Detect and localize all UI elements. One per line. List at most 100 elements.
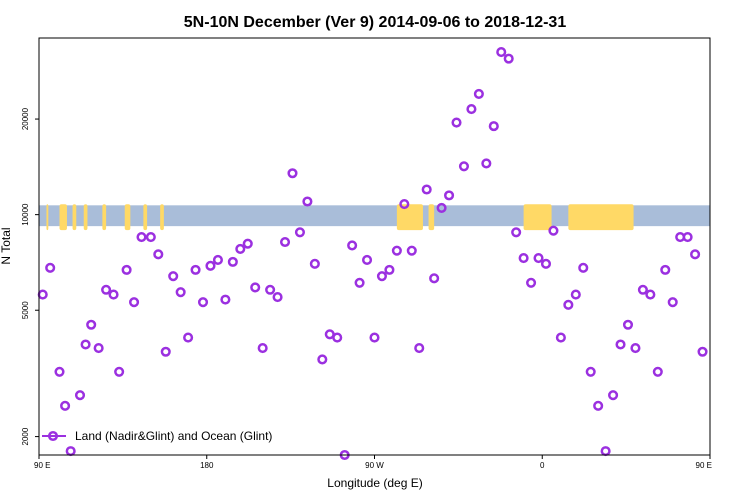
- data-point: [690, 249, 701, 260]
- data-point: [615, 339, 626, 350]
- data-point: [697, 346, 708, 357]
- data-point: [429, 273, 440, 284]
- data-point: [294, 227, 305, 238]
- data-point: [414, 343, 425, 354]
- data-point: [220, 294, 231, 305]
- land-segment: [72, 204, 77, 231]
- data-point: [80, 339, 91, 350]
- data-point: [227, 256, 238, 267]
- data-point: [593, 400, 604, 411]
- data-point: [399, 198, 410, 210]
- x-tick-label: 90 W: [365, 461, 384, 470]
- data-point: [160, 346, 171, 357]
- y-tick-label: 10000: [21, 203, 30, 226]
- x-axis-ticks: 90 E 180 90 W 0 90 E: [34, 455, 712, 470]
- data-point: [548, 225, 559, 236]
- data-point: [585, 366, 596, 377]
- data-point: [332, 332, 343, 343]
- data-point: [637, 284, 648, 295]
- data-point: [197, 297, 209, 308]
- data-point: [555, 332, 566, 343]
- data-point: [570, 289, 581, 300]
- data-point: [600, 446, 611, 457]
- land-segment: [102, 204, 107, 231]
- data-point: [190, 264, 201, 275]
- data-point: [444, 190, 455, 201]
- legend: Land (Nadir&Glint) and Ocean (Glint): [42, 429, 272, 443]
- data-point: [667, 297, 678, 308]
- land-segment: [396, 204, 423, 231]
- data-point: [145, 232, 156, 243]
- data-point: [136, 232, 147, 243]
- land-segment: [124, 204, 131, 231]
- legend-marker: [47, 430, 59, 442]
- data-point: [347, 240, 358, 251]
- data-point: [660, 264, 671, 275]
- data-point: [578, 262, 589, 273]
- plot-background: [39, 204, 710, 231]
- data-point: [563, 299, 574, 310]
- data-point: [183, 332, 194, 343]
- data-point: [250, 282, 261, 293]
- data-point: [458, 161, 470, 172]
- data-point: [540, 258, 552, 269]
- data-point: [93, 343, 104, 354]
- legend-label: Land (Nadir&Glint) and Ocean (Glint): [75, 429, 272, 443]
- data-point: [496, 47, 507, 58]
- data-point: [533, 252, 544, 264]
- data-point: [526, 277, 537, 288]
- data-point: [54, 366, 65, 377]
- data-point: [65, 446, 76, 457]
- data-point: [74, 390, 86, 401]
- data-point: [279, 236, 291, 248]
- data-point: [488, 121, 499, 132]
- data-point: [309, 258, 320, 269]
- x-tick-label: 180: [200, 461, 214, 470]
- data-point: [354, 277, 365, 288]
- y-tick-label: 5000: [21, 301, 30, 319]
- data-point: [108, 289, 119, 300]
- land-segment: [59, 204, 67, 231]
- data-point: [421, 184, 432, 195]
- data-point: [391, 245, 402, 256]
- x-tick-label: 0: [540, 461, 545, 470]
- data-point: [466, 104, 477, 115]
- y-axis-label: N Total: [0, 227, 13, 264]
- data-point: [272, 292, 283, 303]
- land-segment: [568, 204, 634, 231]
- y-tick-label: 20000: [21, 107, 30, 130]
- data-point: [265, 284, 276, 295]
- data-point: [608, 390, 619, 401]
- data-point: [287, 168, 298, 179]
- data-point: [518, 252, 529, 264]
- data-point: [212, 254, 223, 265]
- data-point: [682, 232, 693, 243]
- data-point: [622, 319, 634, 330]
- data-point: [384, 264, 395, 275]
- data-point: [235, 243, 246, 254]
- data-point: [114, 366, 125, 377]
- data-point: [652, 366, 663, 377]
- data-point: [168, 271, 179, 282]
- data-point: [121, 264, 132, 275]
- land-segment: [523, 204, 552, 231]
- data-point: [630, 343, 641, 354]
- data-point: [86, 319, 97, 330]
- data-point: [153, 249, 164, 260]
- data-point: [503, 53, 514, 64]
- data-point: [205, 260, 216, 271]
- chart-title: 5N-10N December (Ver 9) 2014-09-06 to 20…: [184, 14, 567, 31]
- data-point: [451, 117, 462, 128]
- land-segment: [83, 204, 88, 231]
- data-point: [436, 202, 447, 213]
- data-point: [406, 245, 417, 256]
- x-axis-label: Longitude (deg E): [327, 476, 422, 490]
- data-point: [481, 158, 492, 169]
- x-tick-label: 90 E: [696, 461, 712, 470]
- data-points: [37, 47, 708, 461]
- x-tick-label: 90 E: [34, 461, 50, 470]
- data-point: [242, 238, 253, 249]
- land-segment: [143, 204, 148, 231]
- data-point: [376, 271, 388, 282]
